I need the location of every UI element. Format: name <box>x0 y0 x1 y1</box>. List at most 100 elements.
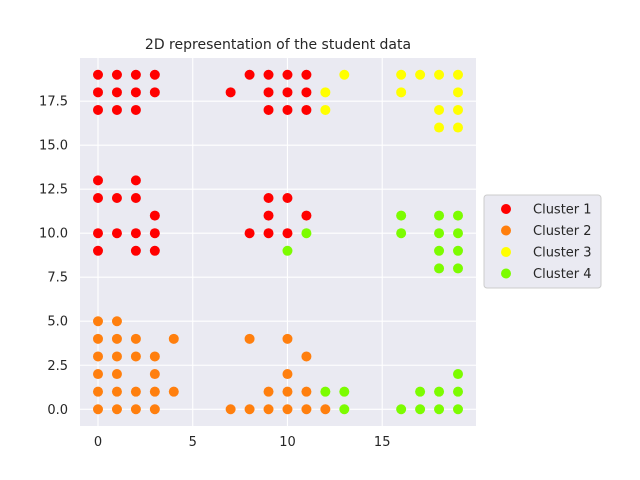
data-point-cluster-1 <box>301 104 312 115</box>
data-point-cluster-1 <box>111 104 122 115</box>
data-point-cluster-4 <box>320 386 331 397</box>
data-point-cluster-1 <box>93 104 103 115</box>
data-point-cluster-2 <box>168 333 179 344</box>
y-tick-label: 5.0 <box>47 315 68 330</box>
data-point-cluster-1 <box>244 69 255 80</box>
data-point-cluster-2 <box>282 333 293 344</box>
data-point-cluster-1 <box>263 104 274 115</box>
data-point-cluster-3 <box>339 69 350 80</box>
data-point-cluster-2 <box>301 404 312 415</box>
data-point-cluster-2 <box>282 386 293 397</box>
data-point-cluster-3 <box>396 87 407 98</box>
data-point-cluster-4 <box>434 404 445 415</box>
data-point-cluster-2 <box>93 316 103 327</box>
data-point-cluster-2 <box>301 351 312 362</box>
data-points <box>93 69 463 415</box>
data-point-cluster-1 <box>93 175 103 186</box>
data-point-cluster-3 <box>415 69 426 80</box>
x-tick-label: 15 <box>374 435 391 450</box>
data-point-cluster-1 <box>282 69 293 80</box>
data-point-cluster-2 <box>111 333 122 344</box>
data-point-cluster-1 <box>149 245 160 256</box>
y-tick-label: 7.5 <box>47 271 68 286</box>
x-tick-label: 5 <box>189 435 197 450</box>
data-point-cluster-2 <box>130 386 141 397</box>
data-point-cluster-1 <box>130 228 141 239</box>
data-point-cluster-4 <box>453 263 463 274</box>
legend-marker-cluster-3 <box>501 247 511 257</box>
data-point-cluster-1 <box>263 210 274 221</box>
data-point-cluster-2 <box>320 404 331 415</box>
y-tick-label: 0.0 <box>47 403 68 418</box>
data-point-cluster-4 <box>339 404 350 415</box>
chart-title: 2D representation of the student data <box>145 37 411 53</box>
data-point-cluster-1 <box>149 87 160 98</box>
data-point-cluster-3 <box>453 69 463 80</box>
data-point-cluster-1 <box>130 192 141 203</box>
data-point-cluster-4 <box>434 263 445 274</box>
data-point-cluster-1 <box>93 228 103 239</box>
data-point-cluster-1 <box>244 228 255 239</box>
data-point-cluster-3 <box>320 87 331 98</box>
data-point-cluster-2 <box>149 404 160 415</box>
data-point-cluster-1 <box>263 87 274 98</box>
x-tick-label: 0 <box>94 435 102 450</box>
data-point-cluster-4 <box>434 245 445 256</box>
data-point-cluster-1 <box>111 228 122 239</box>
data-point-cluster-2 <box>111 351 122 362</box>
data-point-cluster-4 <box>453 245 463 256</box>
axis-tick-labels: 0 5 10 15 0.0 2.5 5.0 7.5 10.0 12.5 15.0 17.5 <box>39 95 390 450</box>
data-point-cluster-1 <box>93 87 103 98</box>
data-point-cluster-1 <box>130 175 141 186</box>
legend-marker-cluster-2 <box>501 225 511 236</box>
data-point-cluster-1 <box>130 104 141 115</box>
data-point-cluster-2 <box>93 351 103 362</box>
legend-box <box>483 194 602 289</box>
data-point-cluster-2 <box>244 333 255 344</box>
data-point-cluster-4 <box>453 386 463 397</box>
data-point-cluster-1 <box>93 245 103 256</box>
data-point-cluster-1 <box>111 192 122 203</box>
data-point-cluster-2 <box>244 404 255 415</box>
data-point-cluster-2 <box>149 351 160 362</box>
data-point-cluster-2 <box>130 404 141 415</box>
data-point-cluster-4 <box>453 210 463 221</box>
data-point-cluster-4 <box>453 228 463 239</box>
data-point-cluster-1 <box>93 192 103 203</box>
data-point-cluster-4 <box>301 228 312 239</box>
y-tick-label: 15.0 <box>39 139 68 154</box>
legend-label-cluster-4: Cluster 4 <box>533 267 592 282</box>
data-point-cluster-4 <box>415 404 426 415</box>
data-point-cluster-2 <box>93 333 103 344</box>
data-point-cluster-2 <box>111 369 122 380</box>
data-point-cluster-2 <box>282 369 293 380</box>
data-point-cluster-4 <box>396 404 407 415</box>
data-point-cluster-4 <box>434 228 445 239</box>
data-point-cluster-1 <box>263 228 274 239</box>
data-point-cluster-3 <box>434 104 445 115</box>
legend-label-cluster-2: Cluster 2 <box>533 224 592 239</box>
data-point-cluster-4 <box>453 404 463 415</box>
data-point-cluster-2 <box>168 386 179 397</box>
data-point-cluster-1 <box>149 69 160 80</box>
data-point-cluster-2 <box>149 386 160 397</box>
data-point-cluster-1 <box>149 228 160 239</box>
data-point-cluster-1 <box>263 192 274 203</box>
data-point-cluster-1 <box>93 69 103 80</box>
y-tick-label: 12.5 <box>39 183 68 198</box>
data-point-cluster-3 <box>320 104 331 115</box>
x-tick-label: 10 <box>279 435 296 450</box>
data-point-cluster-4 <box>396 210 407 221</box>
data-point-cluster-2 <box>93 369 103 380</box>
data-point-cluster-1 <box>282 228 293 239</box>
data-point-cluster-1 <box>301 69 312 80</box>
data-point-cluster-1 <box>225 87 236 98</box>
legend-marker-cluster-4 <box>501 268 511 279</box>
y-tick-label: 2.5 <box>47 359 68 374</box>
data-point-cluster-1 <box>111 87 122 98</box>
data-point-cluster-2 <box>149 369 160 380</box>
data-point-cluster-1 <box>263 69 274 80</box>
data-point-cluster-4 <box>282 245 293 256</box>
data-point-cluster-2 <box>282 404 293 415</box>
